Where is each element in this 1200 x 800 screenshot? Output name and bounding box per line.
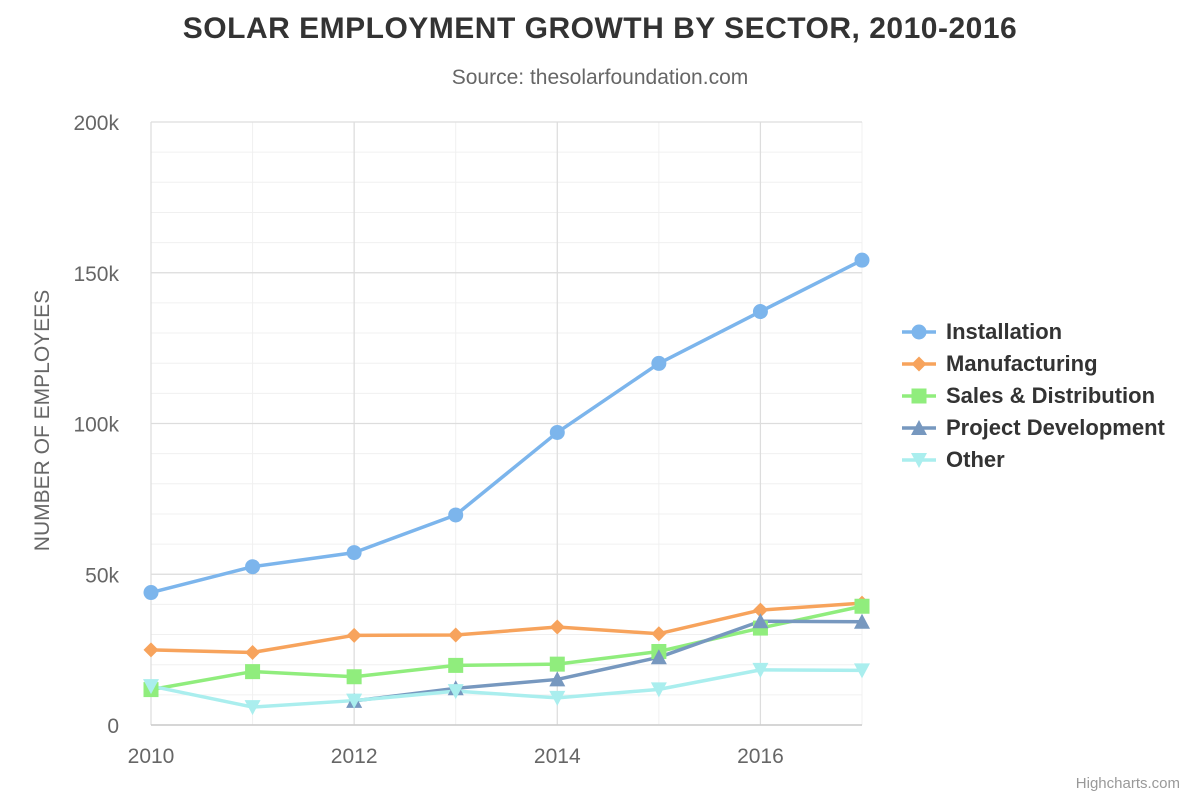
data-point [650, 682, 667, 698]
legend-item[interactable]: Other [900, 444, 1165, 476]
data-point [549, 656, 565, 672]
legend-label: Sales & Distribution [946, 383, 1156, 408]
data-point [244, 700, 261, 716]
y-tick-label: 50k [85, 564, 119, 587]
data-point [752, 662, 769, 678]
data-point [854, 252, 870, 268]
series-markers [143, 252, 870, 716]
legend-label: Manufacturing [946, 351, 1098, 376]
data-point [346, 545, 362, 561]
series-line [149, 604, 864, 692]
legend-symbol [902, 356, 936, 372]
data-point [854, 613, 870, 629]
y-tick-label: 150k [73, 263, 119, 286]
x-tick-label: 2016 [737, 745, 784, 768]
legend-marker [911, 356, 927, 372]
data-point [752, 602, 768, 618]
data-point [448, 507, 464, 523]
legend-marker [911, 324, 927, 340]
data-point [651, 626, 667, 642]
series-line [149, 601, 864, 655]
legend-item[interactable]: Sales & Distribution [900, 380, 1165, 412]
legend-symbol [902, 453, 936, 468]
legend-label: Project Development [946, 415, 1165, 440]
data-point [245, 664, 261, 680]
data-point [447, 684, 464, 700]
series-line [149, 668, 864, 709]
chart-subtitle: Source: thesolarfoundation.com [451, 66, 749, 89]
legend-symbol [902, 324, 936, 340]
series-line [352, 619, 864, 703]
y-axis-title: NUMBER OF EMPLOYEES [31, 290, 54, 551]
data-point [549, 424, 565, 440]
data-point [650, 649, 667, 665]
credits-link[interactable]: Highcharts.com [1075, 775, 1180, 792]
data-point [549, 690, 566, 706]
x-tick-label: 2014 [534, 745, 581, 768]
legend-item[interactable]: Manufacturing [900, 348, 1165, 380]
series-lines [149, 258, 864, 709]
legend-marker [911, 420, 927, 435]
x-tick-label: 2012 [331, 745, 378, 768]
data-point [346, 627, 362, 643]
y-tick-label: 200k [73, 112, 119, 135]
legend-item[interactable]: Project Development [900, 412, 1165, 444]
data-point [651, 355, 667, 371]
legend-marker [911, 388, 927, 404]
data-point [549, 671, 566, 687]
data-point [752, 613, 769, 629]
y-tick-label: 0 [107, 715, 119, 738]
data-point [448, 657, 464, 673]
legend-symbol [902, 388, 936, 404]
legend-marker [911, 453, 927, 468]
data-point [143, 679, 159, 695]
legend: Installation Manufacturing Sales & Distrib… [900, 316, 1165, 476]
data-point [854, 598, 870, 614]
data-point [346, 669, 362, 685]
data-point [549, 619, 565, 635]
data-point [245, 644, 261, 660]
legend-label: Other [946, 447, 1005, 472]
data-point [346, 693, 363, 709]
data-point [854, 663, 870, 679]
data-point [245, 559, 261, 575]
data-point [143, 585, 159, 601]
legend-label: Installation [946, 319, 1063, 344]
data-point [752, 304, 768, 320]
series-line [149, 258, 864, 595]
chart-title: SOLAR EMPLOYMENT GROWTH BY SECTOR, 2010-… [182, 12, 1018, 45]
axes: 0 50k 100k 150k 200k 2010 2012 2014 2016 NUMBER O… [31, 112, 862, 768]
legend-symbol [902, 420, 936, 435]
y-tick-label: 100k [73, 414, 119, 437]
data-point [448, 627, 464, 643]
x-tick-label: 2010 [128, 745, 175, 768]
legend-item[interactable]: Installation [900, 316, 1165, 348]
data-point [143, 642, 159, 658]
